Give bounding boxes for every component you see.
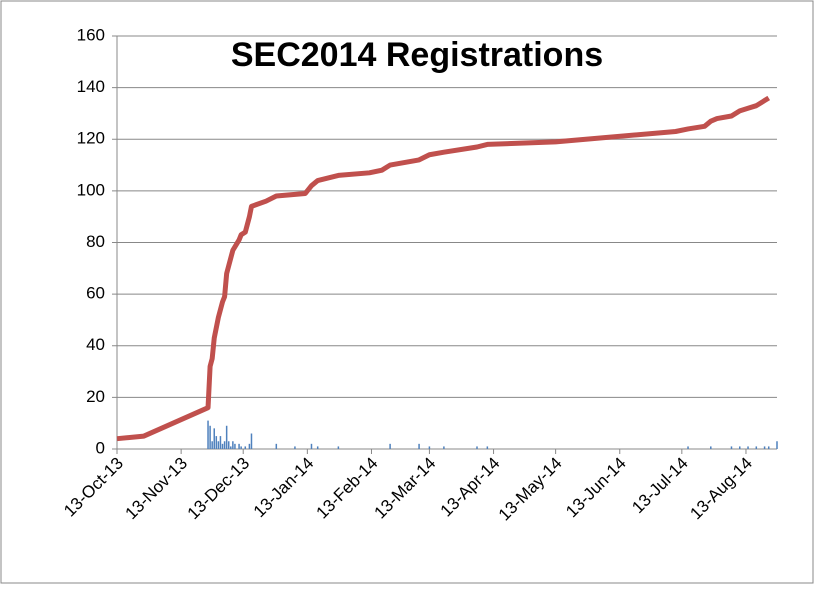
bar [476, 446, 478, 449]
bar [207, 420, 209, 449]
bar [225, 425, 228, 449]
bar [428, 446, 431, 449]
y-tick-label: 40 [86, 335, 105, 354]
bar [337, 446, 340, 449]
bar [776, 441, 778, 449]
bar [755, 446, 758, 449]
bar [310, 443, 313, 449]
y-tick-label: 0 [96, 438, 105, 457]
bar [217, 441, 220, 449]
bar [418, 443, 420, 449]
bar [215, 436, 218, 449]
bar [219, 436, 222, 449]
bar [389, 443, 391, 449]
bar [730, 446, 733, 449]
bar [227, 441, 230, 449]
bar [443, 446, 445, 449]
y-tick-label: 20 [86, 387, 105, 406]
y-tick-label: 160 [77, 25, 105, 44]
bar [213, 428, 215, 449]
bar [710, 446, 712, 449]
bar [316, 446, 319, 449]
bar [230, 446, 232, 449]
bar [739, 446, 741, 449]
bar [223, 441, 226, 449]
y-tick-label: 80 [86, 232, 105, 251]
bar [232, 441, 234, 449]
y-tick-label: 120 [77, 129, 105, 148]
bar [767, 446, 770, 449]
bar [250, 433, 253, 449]
bar [234, 443, 236, 449]
bar [687, 446, 689, 449]
bar [211, 441, 213, 449]
bar [244, 446, 247, 449]
line-series [116, 95, 771, 442]
y-tick-label: 60 [86, 284, 105, 303]
bar [240, 446, 242, 449]
bar [221, 443, 224, 449]
bar [248, 443, 251, 449]
bar [238, 443, 240, 449]
bar [763, 446, 766, 449]
bar [747, 446, 749, 449]
bar [486, 446, 489, 449]
y-tick-label: 100 [77, 180, 105, 199]
chart-title: SEC2014 Registrations [231, 36, 603, 74]
bar [294, 446, 296, 449]
bar [275, 443, 278, 449]
y-tick-label: 140 [77, 77, 105, 96]
bar [209, 425, 211, 449]
